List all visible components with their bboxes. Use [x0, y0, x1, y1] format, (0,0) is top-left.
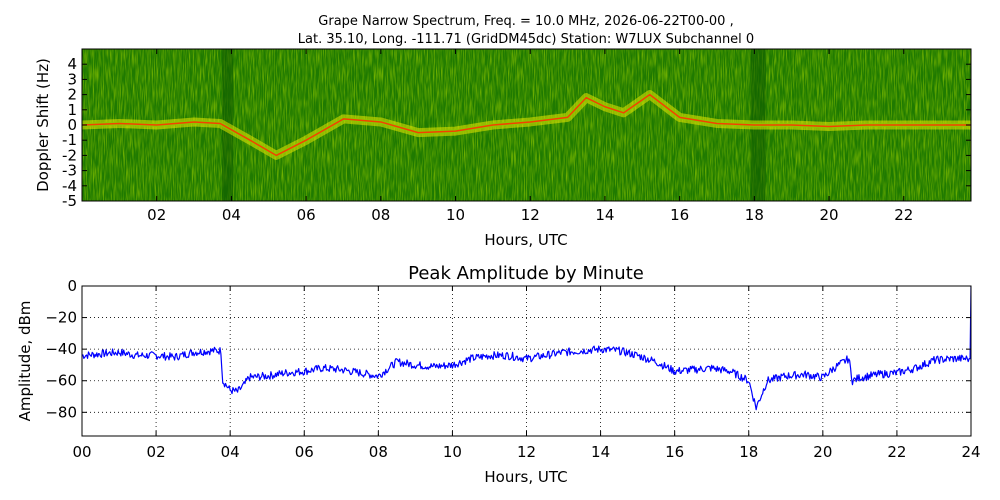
y-tick-label: -4: [62, 177, 77, 195]
x-tick-label: 20: [813, 443, 832, 461]
y-tick-label: 0: [67, 277, 77, 295]
y-tick-label: 3: [67, 70, 77, 88]
x-tick-label: 10: [443, 443, 462, 461]
x-tick-label: 06: [295, 443, 314, 461]
amplitude-x-label: Hours, UTC: [484, 468, 567, 486]
y-tick-label: −20: [45, 309, 77, 327]
x-tick-label: 20: [820, 206, 839, 224]
y-tick-label: -3: [62, 162, 77, 180]
y-tick-label: 2: [67, 86, 77, 104]
x-tick-label: 02: [147, 443, 166, 461]
figure-title-line2: Lat. 35.10, Long. -111.71 (GridDM45dc) S…: [298, 32, 754, 47]
y-tick-label: −80: [45, 403, 77, 421]
x-tick-label: 00: [72, 443, 91, 461]
y-tick-label: -1: [62, 131, 77, 149]
y-tick-label: −40: [45, 340, 77, 358]
y-tick-label: -2: [62, 146, 77, 164]
spectrogram-x-label: Hours, UTC: [484, 231, 567, 249]
amplitude-plot-area: [82, 286, 971, 436]
x-tick-label: 14: [591, 443, 610, 461]
y-tick-label: 0: [67, 116, 77, 134]
x-tick-label: 06: [297, 206, 316, 224]
x-tick-label: 18: [739, 443, 758, 461]
y-tick-label: 1: [67, 101, 77, 119]
x-tick-label: 22: [887, 443, 906, 461]
amplitude-panel: Peak Amplitude by Minute 00 02 04 06 08 10 12 1…: [16, 263, 981, 486]
x-tick-label: 08: [371, 206, 390, 224]
x-tick-label: 08: [369, 443, 388, 461]
x-tick-label: 12: [517, 443, 536, 461]
x-tick-label: 14: [595, 206, 614, 224]
x-tick-label: 16: [665, 443, 684, 461]
y-tick-label: −60: [45, 372, 77, 390]
x-tick-label: 02: [147, 206, 166, 224]
x-tick-label: 10: [446, 206, 465, 224]
y-tick-label: 4: [67, 55, 77, 73]
x-tick-label: 16: [670, 206, 689, 224]
spectrogram-y-label: Doppler Shift (Hz): [34, 58, 52, 192]
doppler-peak-line: [82, 93, 971, 157]
amplitude-title: Peak Amplitude by Minute: [408, 263, 644, 284]
x-tick-label: 18: [745, 206, 764, 224]
figure-title-line1: Grape Narrow Spectrum, Freq. = 10.0 MHz,…: [318, 14, 733, 29]
x-tick-label: 22: [894, 206, 913, 224]
x-tick-label: 04: [221, 443, 240, 461]
x-tick-label: 12: [521, 206, 540, 224]
amplitude-series-line: [82, 286, 971, 411]
x-tick-label: 04: [222, 206, 241, 224]
x-tick-label: 24: [961, 443, 980, 461]
y-tick-label: -5: [62, 192, 77, 210]
amplitude-y-label: Amplitude, dBm: [16, 301, 34, 422]
